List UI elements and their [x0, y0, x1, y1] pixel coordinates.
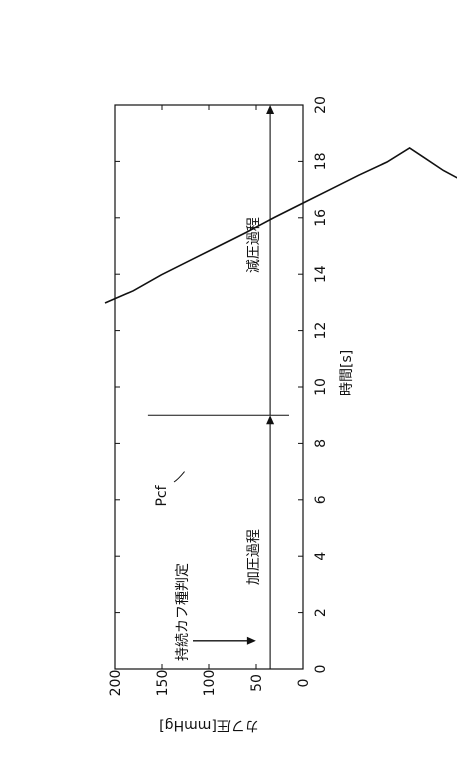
annotations: 持続カフ種判定 Pcf 加圧過程 減圧過程 [147, 105, 289, 669]
y-tick-label: 150 [155, 670, 171, 697]
x-tick-label: 8 [313, 439, 329, 448]
x-tick-labels: 0 2 4 6 8 10 12 14 16 18 20 [313, 96, 329, 673]
series-line-pcf [104, 146, 457, 304]
x-tick-label: 4 [313, 552, 329, 561]
x-tick-label: 12 [313, 322, 329, 340]
x-tick-label: 6 [313, 495, 329, 504]
x-tick-label: 16 [313, 209, 329, 227]
phase-arrow-head [266, 105, 275, 114]
x-axis-label: 時間[s] [339, 350, 355, 396]
y-axis-label: カフ圧[mmHg] [159, 717, 259, 733]
phase-label: 加圧過程 [246, 529, 262, 585]
y-tick-label: 50 [249, 674, 265, 692]
phase-label: 減圧過程 [245, 217, 262, 273]
series-label-leader [173, 471, 185, 483]
phase-arrow-head [266, 415, 275, 425]
y-tick-label: 0 [296, 679, 312, 688]
plot-frame [114, 104, 304, 670]
y-tick-label: 200 [108, 670, 124, 697]
x-tick-label: 10 [313, 378, 329, 396]
x-tick-label: 20 [313, 96, 329, 114]
x-tick-label: 14 [313, 265, 329, 283]
x-tick-label: 2 [313, 608, 329, 617]
y-tick-labels: 0 50 100 150 200 [108, 670, 312, 697]
x-tick-label: 18 [313, 152, 329, 170]
series-label-pcf: Pcf [154, 484, 170, 506]
axis-ticks [114, 104, 304, 670]
judgment-label: 持続カフ種判定 [174, 563, 191, 661]
judgment-arrow-head [246, 636, 256, 645]
y-tick-label: 100 [202, 670, 218, 697]
x-tick-label: 0 [313, 665, 329, 674]
